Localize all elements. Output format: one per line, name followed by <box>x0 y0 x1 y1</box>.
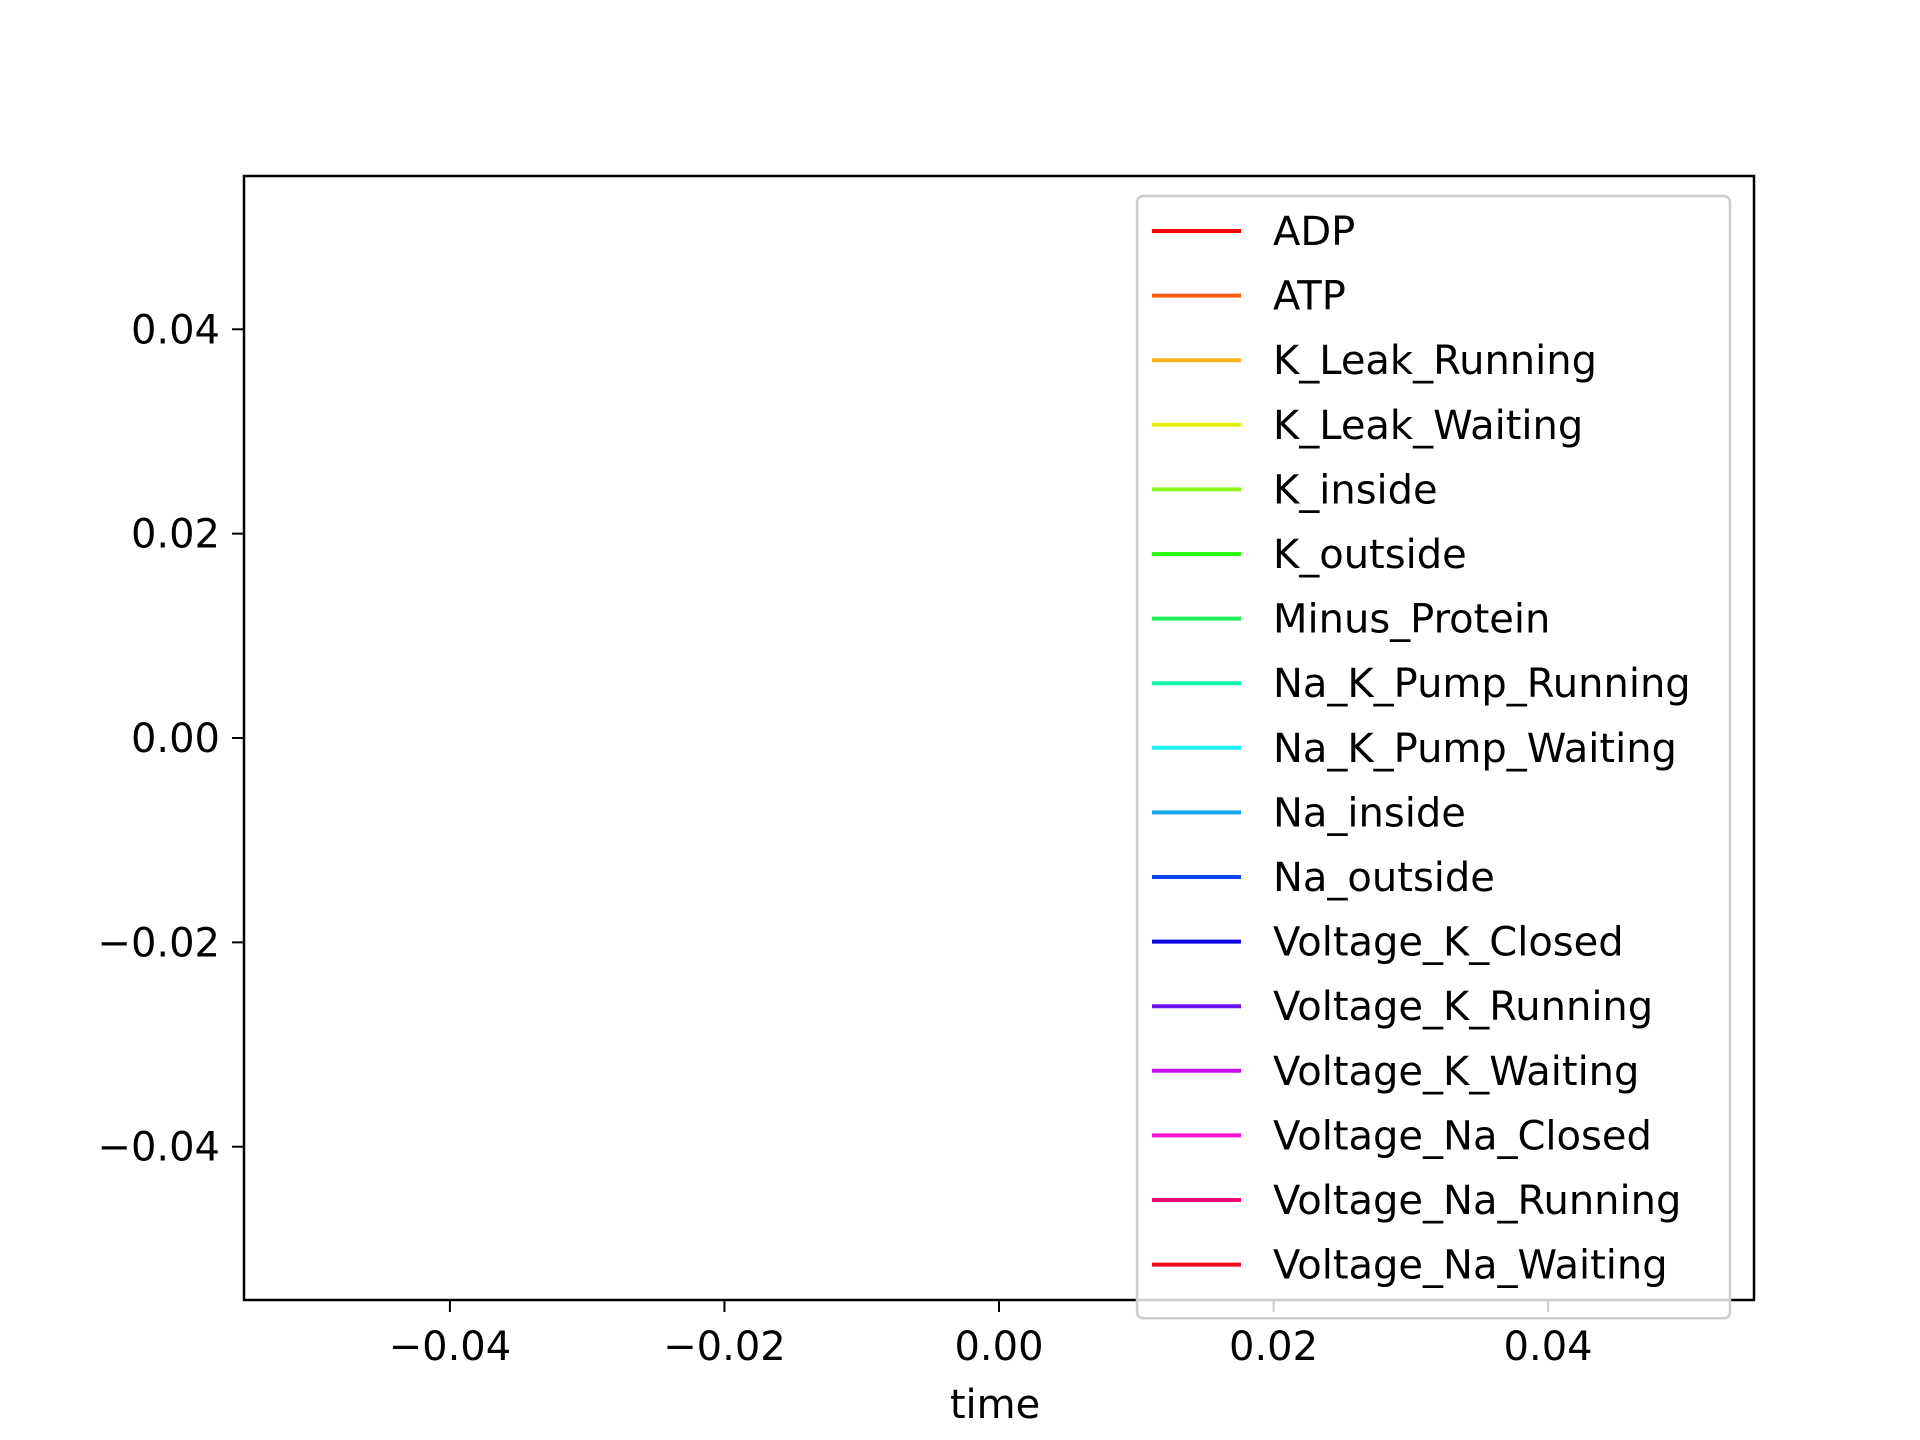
x-tick-label: 0.04 <box>1504 1324 1593 1370</box>
legend-label: K_Leak_Running <box>1273 338 1597 384</box>
legend-label: ATP <box>1273 274 1346 320</box>
y-tick-label: −0.04 <box>97 1125 220 1171</box>
y-axis: 0.04 0.02 0.00 −0.02 −0.04 <box>97 307 244 1171</box>
x-axis-title: time <box>950 1382 1040 1428</box>
y-tick-label: −0.02 <box>97 920 220 966</box>
legend: ADP ATP K_Leak_Running K_Leak_Waiting K_insi… <box>1135 194 1732 1320</box>
legend-label: K_outside <box>1273 532 1467 578</box>
y-tick-label: 0.04 <box>131 307 220 353</box>
y-tick-label: 0.02 <box>131 512 220 558</box>
legend-label: Voltage_Na_Waiting <box>1273 1243 1668 1289</box>
legend-label: Voltage_Na_Running <box>1273 1178 1681 1224</box>
legend-label: Na_K_Pump_Running <box>1273 661 1691 707</box>
legend-label: Minus_Protein <box>1273 597 1550 643</box>
legend-label: K_inside <box>1273 467 1438 513</box>
x-tick-label: −0.02 <box>663 1324 786 1370</box>
x-tick-label: 0.02 <box>1229 1324 1318 1370</box>
x-tick-label: 0.00 <box>954 1324 1043 1370</box>
legend-box <box>1135 194 1732 1320</box>
x-axis: −0.04 −0.02 0.00 0.02 0.04 <box>389 1300 1593 1370</box>
legend-label: Voltage_K_Closed <box>1273 920 1624 966</box>
legend-label: ADP <box>1273 209 1355 255</box>
x-tick-label: −0.04 <box>389 1324 512 1370</box>
legend-label: Voltage_K_Waiting <box>1273 1049 1639 1095</box>
legend-label: K_Leak_Waiting <box>1273 403 1583 449</box>
legend-label: Na_inside <box>1273 790 1466 836</box>
y-tick-label: 0.00 <box>131 716 220 762</box>
legend-label: Voltage_Na_Closed <box>1273 1113 1652 1159</box>
legend-label: Na_K_Pump_Waiting <box>1273 726 1677 772</box>
legend-label: Voltage_K_Running <box>1273 984 1653 1030</box>
legend-label: Na_outside <box>1273 855 1495 901</box>
